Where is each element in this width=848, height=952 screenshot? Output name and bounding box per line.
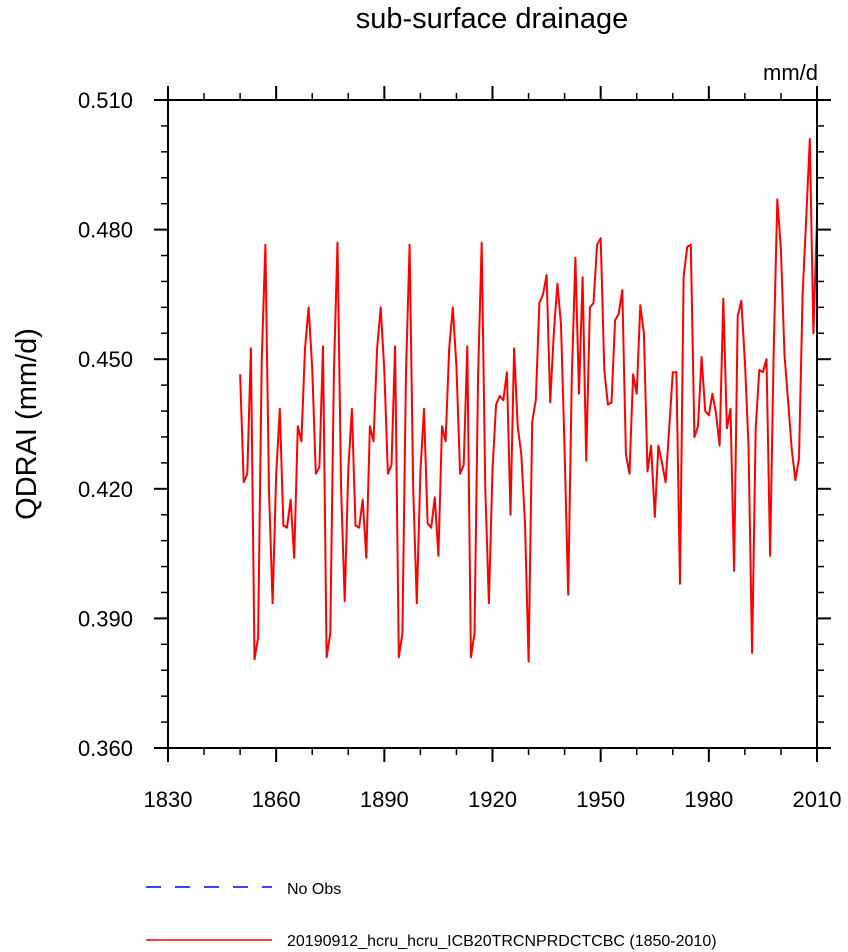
legend-label-no-obs: No Obs — [287, 881, 341, 898]
x-tick-label: 1830 — [144, 787, 193, 812]
y-tick-label: 0.450 — [78, 347, 133, 372]
x-tick-label: 1890 — [360, 787, 409, 812]
y-tick-labels: 0.360 0.390 0.420 0.450 0.480 0.510 — [78, 88, 133, 761]
y-tick-label: 0.480 — [78, 218, 133, 243]
y-tick-label: 0.510 — [78, 88, 133, 113]
plot-frame — [167, 99, 818, 749]
x-tick-label: 1920 — [468, 787, 517, 812]
y-tick-label: 0.420 — [78, 477, 133, 502]
chart-title: sub-surface drainage — [356, 3, 628, 35]
axis-ticks — [154, 86, 831, 762]
x-tick-label: 2010 — [793, 787, 842, 812]
y-tick-label: 0.390 — [78, 606, 133, 631]
x-tick-labels: 1830 1860 1890 1920 1950 1980 2010 — [144, 787, 842, 812]
y-tick-label: 0.360 — [78, 736, 133, 761]
units-label: mm/d — [763, 60, 818, 85]
legend-label-model: 20190912_hcru_hcru_ICB20TRCNPRDCTCBC (18… — [287, 933, 717, 950]
x-tick-label: 1860 — [252, 787, 301, 812]
y-axis-label: QDRAI (mm/d) — [11, 328, 43, 520]
x-tick-label: 1950 — [576, 787, 625, 812]
x-tick-label: 1980 — [684, 787, 733, 812]
legend: No Obs 20190912_hcru_hcru_ICB20TRCNPRDCT… — [146, 881, 717, 950]
series-line-0 — [239, 137, 818, 663]
plot-area — [239, 137, 818, 663]
